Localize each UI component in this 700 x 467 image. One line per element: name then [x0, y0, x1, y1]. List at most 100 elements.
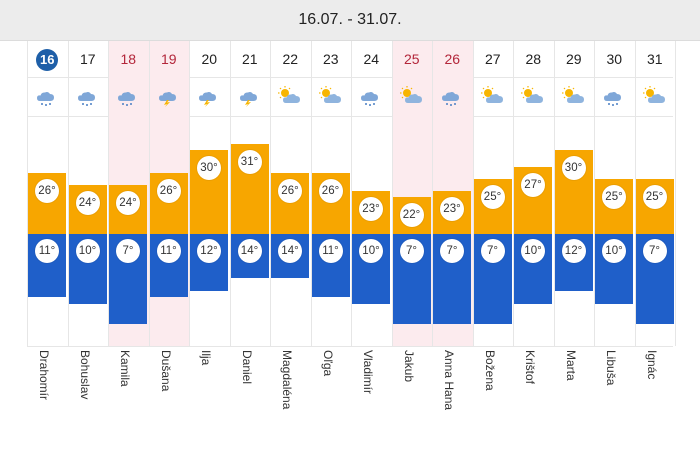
nameday-label: Anna Hana	[442, 350, 456, 411]
nameday-label: Drahomír	[37, 350, 51, 401]
day-number: 25	[403, 51, 420, 67]
max-temp-label: 26°	[35, 179, 59, 204]
nameday-label: Marta	[563, 350, 578, 381]
grid-line	[553, 41, 555, 346]
storm-cloud-icon	[149, 85, 190, 111]
grid-line	[27, 346, 673, 347]
day-number: 30	[606, 51, 623, 67]
nameday-label: Daniel	[239, 350, 254, 385]
nameday-label: Jakub	[401, 350, 416, 383]
max-temp-label: 22°	[399, 202, 424, 227]
rain-cloud-icon	[432, 85, 473, 111]
day-number: 17	[79, 51, 96, 67]
grid-line	[472, 41, 474, 346]
nameday-label: Bohuslav	[77, 350, 92, 400]
storm-cloud-icon	[189, 85, 230, 111]
grid-line	[391, 41, 393, 346]
nameday-label: Oľga	[320, 350, 335, 377]
grid-line	[229, 41, 231, 346]
day-number: 20	[201, 51, 218, 67]
min-temp-label: 12°	[561, 239, 586, 263]
header-bar: 16.07. - 31.07.	[0, 0, 700, 41]
forecast-grid: 16 26° 11° Drahomír 17 24° 10° Bohuslav 18 24° 7° K…	[0, 41, 700, 467]
nameday-label: Ignác	[644, 350, 659, 380]
nameday-label: Vladimír	[361, 350, 375, 395]
grid-line	[351, 41, 352, 346]
max-temp-label: 23°	[440, 196, 464, 221]
min-temp-label: 11°	[318, 239, 343, 263]
grid-line	[27, 116, 673, 117]
nameday-label: Dušana	[158, 350, 173, 392]
max-temp-label: 26°	[318, 179, 343, 204]
day-number: 31	[646, 51, 663, 67]
min-temp-label: 10°	[521, 239, 545, 263]
min-temp-label: 12°	[197, 239, 221, 263]
rain-cloud-icon	[27, 85, 68, 111]
nameday-label: Kamila	[118, 350, 132, 387]
day-number: 26	[444, 51, 461, 67]
max-temp-label: 30°	[197, 155, 221, 180]
min-temp-label: 7°	[440, 239, 464, 263]
min-temp-label: 11°	[35, 239, 59, 263]
rain-cloud-icon	[594, 85, 635, 111]
partly-sunny-icon	[513, 85, 554, 111]
min-temp-label: 7°	[642, 239, 667, 263]
partly-sunny-icon	[473, 85, 514, 111]
date-range-title: 16.07. - 31.07.	[298, 11, 402, 28]
rain-cloud-icon	[351, 85, 392, 111]
min-temp-label: 10°	[359, 239, 383, 263]
max-temp-label: 26°	[156, 179, 181, 204]
min-temp-label: 7°	[116, 239, 140, 263]
grid-line	[513, 41, 514, 346]
max-temp-label: 31°	[237, 149, 262, 174]
rain-cloud-icon	[68, 85, 109, 111]
max-temp-label: 23°	[359, 196, 383, 221]
day-number: 28	[525, 51, 542, 67]
min-temp-label: 11°	[156, 239, 181, 263]
grid-line	[270, 41, 271, 346]
min-temp-label: 10°	[602, 239, 626, 263]
max-temp-label: 24°	[75, 190, 100, 215]
partly-sunny-icon	[311, 85, 352, 111]
partly-sunny-icon	[554, 85, 595, 111]
partly-sunny-icon	[635, 85, 676, 111]
min-temp-label: 14°	[278, 239, 302, 263]
min-temp-label: 14°	[237, 239, 262, 263]
nameday-label: Božena	[482, 350, 497, 391]
grid-line	[27, 41, 28, 346]
day-number: 27	[484, 51, 501, 67]
grid-line	[27, 77, 673, 78]
min-temp-label: 10°	[75, 239, 100, 263]
partly-sunny-icon	[270, 85, 311, 111]
day-number: 22	[282, 51, 299, 67]
grid-line	[189, 41, 190, 346]
max-temp-label: 24°	[116, 190, 140, 215]
grid-line	[634, 41, 636, 346]
grid-line	[310, 41, 312, 346]
day-number: 16	[27, 49, 68, 71]
storm-cloud-icon	[230, 85, 271, 111]
min-temp-label: 7°	[480, 239, 505, 263]
partly-sunny-icon	[392, 85, 433, 111]
min-temp-label: 7°	[399, 239, 424, 263]
day-number: 24	[363, 51, 380, 67]
day-number: 19	[160, 51, 177, 67]
day-number: 29	[565, 51, 582, 67]
grid-line	[594, 41, 595, 346]
max-temp-label: 27°	[521, 173, 545, 198]
grid-line	[675, 41, 676, 346]
nameday-label: Krištof	[523, 350, 537, 385]
day-number: 18	[120, 51, 137, 67]
grid-line	[432, 41, 433, 346]
nameday-label: Ilja	[199, 350, 213, 366]
rain-cloud-icon	[108, 85, 149, 111]
max-temp-label: 30°	[561, 155, 586, 180]
max-temp-label: 25°	[642, 185, 667, 209]
grid-line	[108, 41, 109, 346]
max-temp-label: 25°	[602, 185, 626, 209]
day-number: 23	[322, 51, 339, 67]
max-temp-label: 26°	[278, 179, 302, 204]
grid-line	[67, 41, 69, 346]
max-temp-label: 25°	[480, 185, 505, 209]
day-number: 21	[241, 51, 258, 67]
